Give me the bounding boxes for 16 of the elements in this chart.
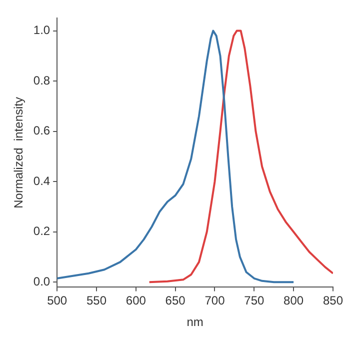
x-tick-label: 800 bbox=[284, 294, 304, 308]
x-tick-label: 500 bbox=[47, 294, 68, 308]
y-tick-label: 0.0 bbox=[33, 274, 50, 288]
y-tick-label: 0.8 bbox=[33, 73, 50, 88]
x-axis-title: nm bbox=[186, 315, 204, 330]
x-tick-label: 600 bbox=[126, 294, 146, 308]
x-tick-label: 850 bbox=[322, 294, 344, 308]
x-tick-label: 700 bbox=[204, 294, 226, 308]
y-tick-label: 0.2 bbox=[33, 224, 50, 238]
y-tick-label: 0.4 bbox=[33, 174, 50, 188]
y-tick-label: 0.6 bbox=[33, 124, 50, 138]
x-tick-label: 550 bbox=[86, 294, 107, 308]
x-tick-label: 650 bbox=[165, 294, 186, 308]
y-axis-title: Normalized intensity bbox=[12, 97, 26, 208]
y-tick-label: 1.0 bbox=[33, 23, 50, 38]
x-tick-label: 750 bbox=[244, 294, 264, 308]
